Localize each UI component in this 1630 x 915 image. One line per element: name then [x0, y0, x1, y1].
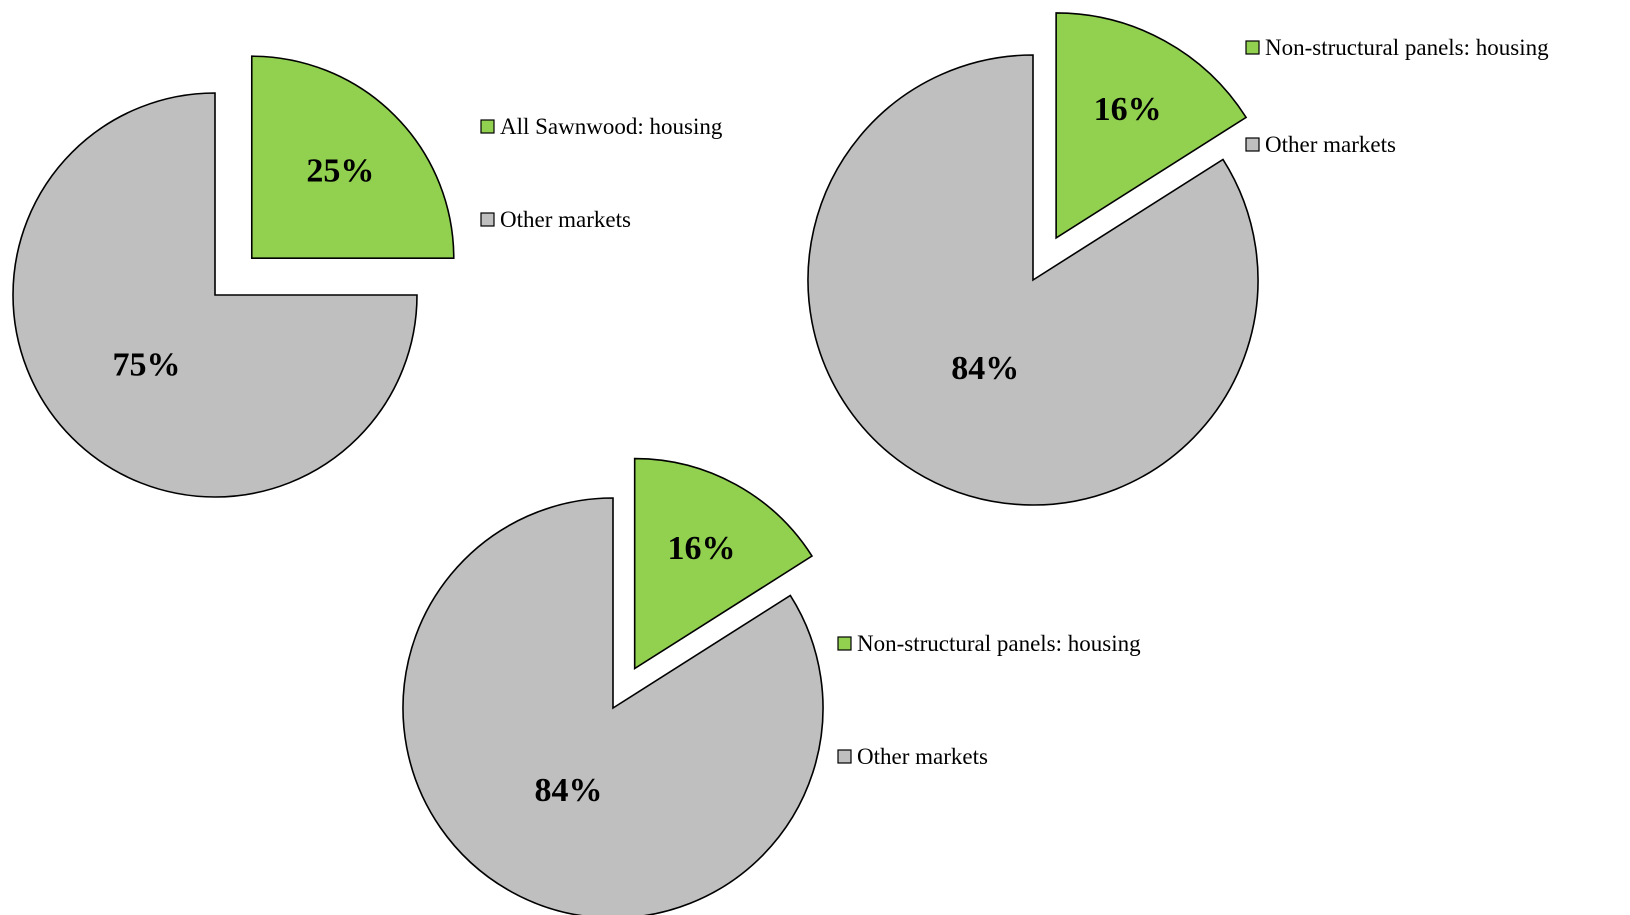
legend-swatch: [480, 212, 495, 227]
slice-value-label: 16%: [1094, 91, 1162, 128]
pie-slice-non-structural-panels-housing: [633, 457, 814, 671]
pie-slice-all-sawnwood-housing: [250, 55, 455, 260]
pie-chart-panels-bottom: 16% 84% Non-structural panels: housing Othe…: [402, 457, 1141, 915]
slice-value-label: 84%: [951, 350, 1019, 387]
pie-chart-panels-top: 16% 84% Non-structural panels: housing Othe…: [807, 12, 1549, 506]
legend-swatch: [837, 636, 852, 651]
slice-value-label: 84%: [534, 772, 602, 809]
legend-label: Non-structural panels: housing: [857, 631, 1141, 656]
legend-label: Other markets: [1265, 132, 1396, 157]
pie-slice-other-markets: [12, 92, 418, 498]
legend-swatch: [1245, 40, 1260, 55]
legend-swatch: [1245, 137, 1260, 152]
legend-swatch: [480, 119, 495, 134]
slice-value-label: 16%: [667, 530, 735, 567]
legend-label: Other markets: [857, 744, 988, 769]
pie-chart-sawnwood: 25% 75% All Sawnwood: housing Other markets: [12, 55, 723, 498]
pie-slice-other-markets: [807, 54, 1259, 506]
legend-label: Other markets: [500, 207, 631, 232]
legend-swatch: [837, 749, 852, 764]
pie-slice-non-structural-panels-housing: [1055, 12, 1248, 240]
legend-label: Non-structural panels: housing: [1265, 35, 1549, 60]
pie-slice-other-markets: [402, 497, 824, 915]
legend-label: All Sawnwood: housing: [500, 114, 723, 139]
slice-value-label: 25%: [306, 153, 374, 190]
slice-value-label: 75%: [112, 347, 180, 384]
